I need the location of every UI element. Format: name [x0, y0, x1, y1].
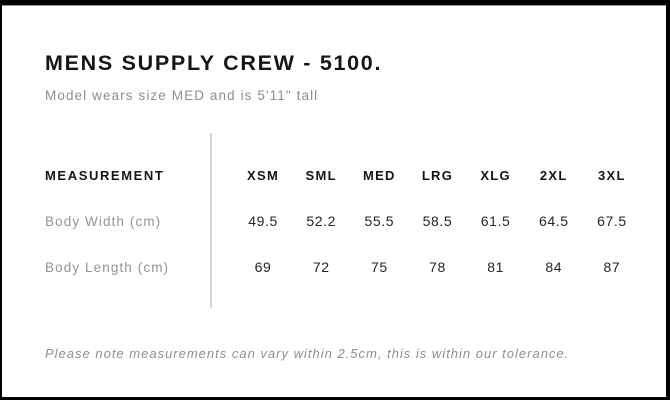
size-table: MEASUREMENT XSM SML MED LRG XLG 2XL 3XL …: [2, 133, 666, 308]
size-column-header-2xl: 2XL: [539, 167, 568, 183]
table-column-divider: [210, 133, 212, 308]
size-column-header-xsm: XSM: [247, 167, 280, 183]
cell-value: 64.5: [538, 213, 569, 229]
size-column-header-sml: SML: [305, 167, 337, 183]
cell-value: 49.5: [248, 213, 278, 229]
model-info-text: Model wears size MED and is 5'11" tall: [45, 88, 319, 103]
size-column-header-xlg: XLG: [480, 167, 511, 183]
table-row-body-length: Body Length (cm) 69 72 75 78 81 84 87: [2, 244, 666, 290]
row-label: Body Length (cm): [45, 259, 170, 275]
cell-value: 75: [370, 259, 388, 275]
tolerance-note: Please note measurements can vary within…: [45, 346, 570, 361]
top-accent-line: [2, 5, 666, 6]
size-column-header-lrg: LRG: [421, 167, 454, 183]
cell-value: 58.5: [422, 213, 453, 229]
cell-value: 61.5: [480, 213, 511, 229]
cell-value: 81: [487, 259, 505, 275]
size-column-header-3xl: 3XL: [598, 167, 626, 183]
cell-value: 87: [603, 259, 621, 275]
cell-value: 84: [545, 259, 563, 275]
cell-value: 52.2: [306, 213, 337, 229]
cell-value: 55.5: [364, 213, 395, 229]
cell-value: 67.5: [597, 213, 627, 229]
measurement-column-header: MEASUREMENT: [45, 167, 165, 183]
table-header-row: MEASUREMENT XSM SML MED LRG XLG 2XL 3XL: [2, 152, 666, 198]
cell-value: 69: [254, 259, 272, 275]
cell-value: 72: [312, 259, 330, 275]
size-column-header-med: MED: [362, 167, 396, 183]
row-label: Body Width (cm): [45, 213, 162, 229]
cell-value: 78: [429, 259, 446, 275]
page-title: MENS SUPPLY CREW - 5100.: [45, 51, 383, 75]
table-row-body-width: Body Width (cm) 49.5 52.2 55.5 58.5 61.5…: [2, 198, 666, 244]
